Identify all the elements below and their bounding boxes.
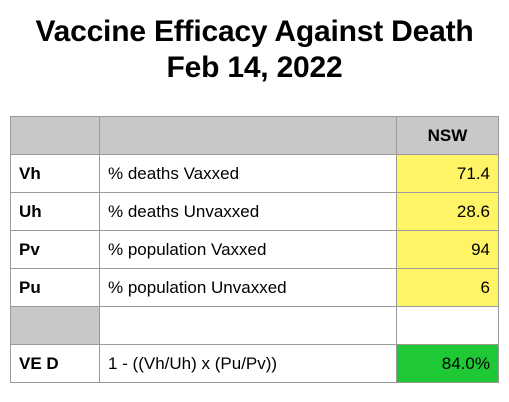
- title-main: Vaccine Efficacy Against Death: [35, 15, 474, 48]
- row-code-cell: Pv: [10, 230, 100, 269]
- table-row-uh: Uh % deaths Unvaxxed 28.6: [10, 192, 499, 231]
- header-code-cell: [10, 116, 100, 155]
- row-code-cell: Pu: [10, 268, 100, 307]
- row-label-cell: % population Vaxxed: [99, 230, 397, 269]
- row-value-cell: [396, 306, 499, 345]
- table-row-pu: Pu % population Unvaxxed 6: [10, 268, 499, 307]
- row-code-cell: VE D: [10, 344, 100, 383]
- header-region-cell: NSW: [396, 116, 499, 155]
- row-label-cell: % deaths Unvaxxed: [99, 192, 397, 231]
- result-value-cell: 84.0%: [396, 344, 499, 383]
- table-row-pv: Pv % population Vaxxed 94: [10, 230, 499, 269]
- row-label-cell: [99, 306, 397, 345]
- row-code-cell: Uh: [10, 192, 100, 231]
- table-header-row: NSW: [10, 116, 499, 155]
- row-value-cell: 71.4: [396, 154, 499, 193]
- row-value-cell: 94: [396, 230, 499, 269]
- table-row-vh: Vh % deaths Vaxxed 71.4: [10, 154, 499, 193]
- table-row-empty: [10, 306, 499, 345]
- row-label-cell: % deaths Vaxxed: [99, 154, 397, 193]
- row-value-cell: 28.6: [396, 192, 499, 231]
- title-block: Vaccine Efficacy Against Death Feb 14, 2…: [0, 14, 509, 86]
- table-row-ved: VE D 1 - ((Vh/Uh) x (Pu/Pv)) 84.0%: [10, 344, 499, 383]
- row-code-cell: Vh: [10, 154, 100, 193]
- row-value-cell: 6: [396, 268, 499, 307]
- vaccine-efficacy-table: NSW Vh % deaths Vaxxed 71.4 Uh % deaths …: [10, 116, 499, 383]
- header-label-cell: [99, 116, 397, 155]
- title-date: Feb 14, 2022: [166, 51, 343, 84]
- row-label-cell: 1 - ((Vh/Uh) x (Pu/Pv)): [99, 344, 397, 383]
- row-label-cell: % population Unvaxxed: [99, 268, 397, 307]
- row-code-cell: [10, 306, 100, 345]
